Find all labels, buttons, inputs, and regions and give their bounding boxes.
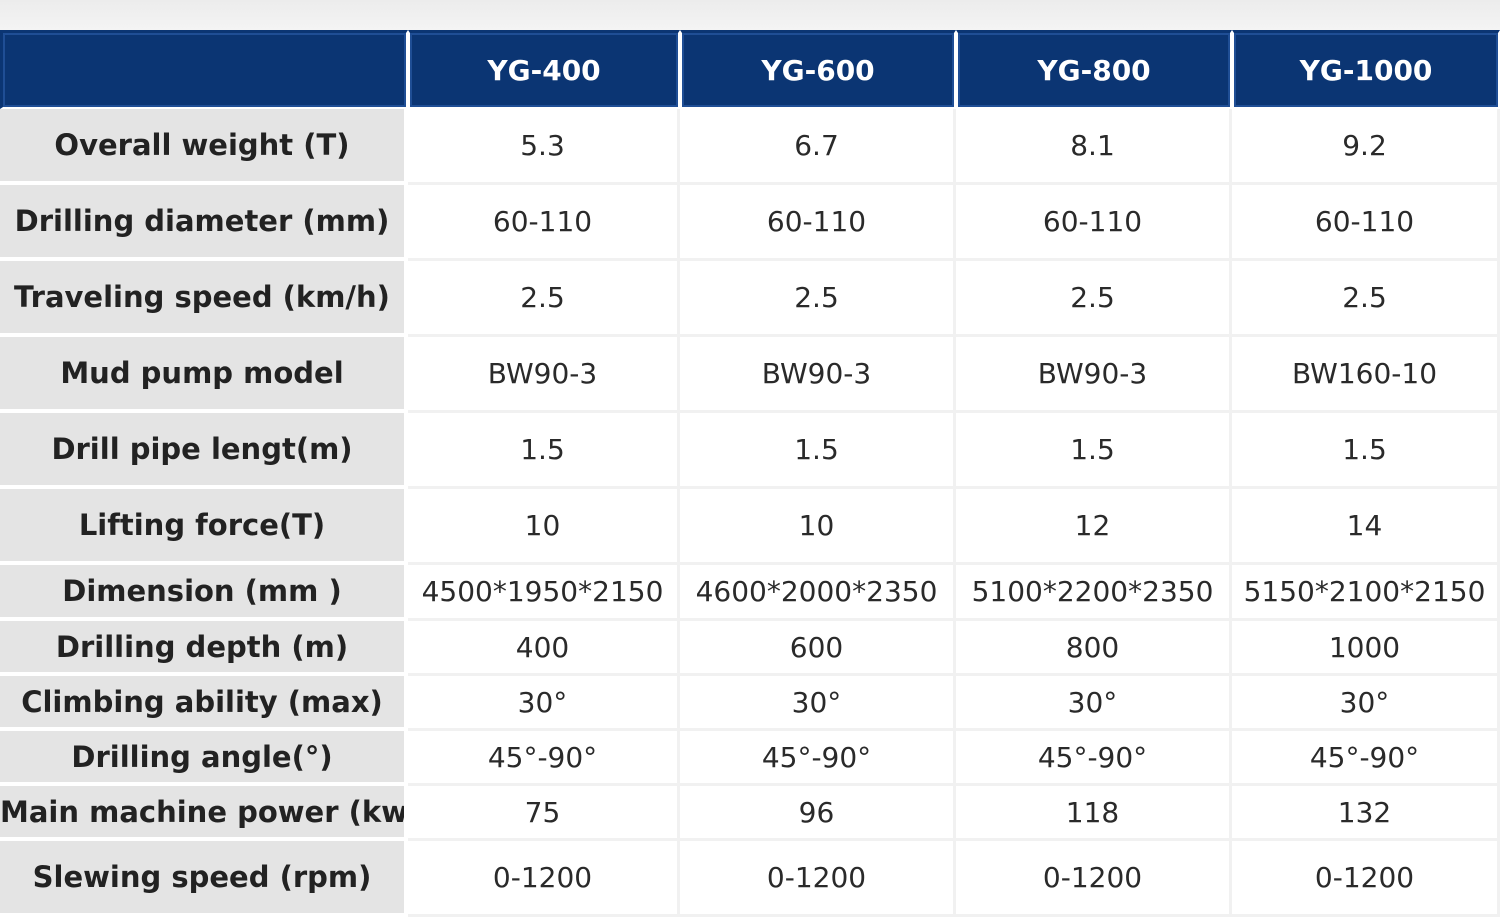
table-row: Drilling angle(°) 45°-90° 45°-90° 45°-90… xyxy=(0,731,1500,786)
table-cell: 5.3 xyxy=(408,109,680,185)
table-cell: 30° xyxy=(1232,676,1500,731)
table-cell: 45°-90° xyxy=(1232,731,1500,786)
table-cell: 75 xyxy=(408,786,680,841)
table-cell: 2.5 xyxy=(680,261,956,337)
table-cell: 2.5 xyxy=(956,261,1232,337)
table-cell: BW90-3 xyxy=(680,337,956,413)
table-cell: 45°-90° xyxy=(680,731,956,786)
table-cell: 45°-90° xyxy=(956,731,1232,786)
table-cell: 1000 xyxy=(1232,621,1500,676)
table-cell: 9.2 xyxy=(1232,109,1500,185)
table-cell: 5150*2100*2150 xyxy=(1232,565,1500,621)
table-cell: 10 xyxy=(680,489,956,565)
header-row: YG-400 YG-600 YG-800 YG-1000 xyxy=(0,30,1500,109)
table-row: Lifting force(T) 10 10 12 14 xyxy=(0,489,1500,565)
table-cell: 4500*1950*2150 xyxy=(408,565,680,621)
table-cell: 0-1200 xyxy=(956,841,1232,917)
table-cell: 400 xyxy=(408,621,680,676)
top-strip xyxy=(0,0,1500,30)
row-label: Main machine power (kw) xyxy=(0,786,408,841)
table-row: Climbing ability (max) 30° 30° 30° 30° xyxy=(0,676,1500,731)
row-label: Overall weight (T) xyxy=(0,109,408,185)
table-cell: 96 xyxy=(680,786,956,841)
table-row: Drill pipe lengt(m) 1.5 1.5 1.5 1.5 xyxy=(0,413,1500,489)
model-header-yg-800: YG-800 xyxy=(956,30,1232,109)
table-row: Dimension (mm ) 4500*1950*2150 4600*2000… xyxy=(0,565,1500,621)
table-row: Slewing speed (rpm) 0-1200 0-1200 0-1200… xyxy=(0,841,1500,917)
table-cell: 8.1 xyxy=(956,109,1232,185)
row-label: Drill pipe lengt(m) xyxy=(0,413,408,489)
table-cell: 30° xyxy=(680,676,956,731)
table-cell: 5100*2200*2350 xyxy=(956,565,1232,621)
table-cell: 60-110 xyxy=(680,185,956,261)
spec-table: YG-400 YG-600 YG-800 YG-1000 Overall wei… xyxy=(0,30,1500,917)
table-cell: 14 xyxy=(1232,489,1500,565)
table-row: Overall weight (T) 5.3 6.7 8.1 9.2 xyxy=(0,109,1500,185)
table-cell: 0-1200 xyxy=(1232,841,1500,917)
table-row: Mud pump model BW90-3 BW90-3 BW90-3 BW16… xyxy=(0,337,1500,413)
table-cell: 0-1200 xyxy=(408,841,680,917)
table-cell: BW160-10 xyxy=(1232,337,1500,413)
table-cell: 6.7 xyxy=(680,109,956,185)
row-label: Traveling speed (km/h) xyxy=(0,261,408,337)
table-cell: BW90-3 xyxy=(408,337,680,413)
row-label: Drilling diameter (mm) xyxy=(0,185,408,261)
corner-cell xyxy=(0,30,408,109)
table-cell: 1.5 xyxy=(1232,413,1500,489)
table-cell: 30° xyxy=(956,676,1232,731)
table-cell: 118 xyxy=(956,786,1232,841)
model-header-yg-600: YG-600 xyxy=(680,30,956,109)
row-label: Slewing speed (rpm) xyxy=(0,841,408,917)
table-cell: 30° xyxy=(408,676,680,731)
table-cell: 10 xyxy=(408,489,680,565)
model-header-yg-400: YG-400 xyxy=(408,30,680,109)
table-row: Drilling diameter (mm) 60-110 60-110 60-… xyxy=(0,185,1500,261)
table-cell: 2.5 xyxy=(1232,261,1500,337)
model-header-yg-1000: YG-1000 xyxy=(1232,30,1500,109)
table-cell: 600 xyxy=(680,621,956,676)
table-row: Traveling speed (km/h) 2.5 2.5 2.5 2.5 xyxy=(0,261,1500,337)
table-cell: BW90-3 xyxy=(956,337,1232,413)
table-cell: 1.5 xyxy=(408,413,680,489)
row-label: Dimension (mm ) xyxy=(0,565,408,621)
row-label: Lifting force(T) xyxy=(0,489,408,565)
table-cell: 60-110 xyxy=(408,185,680,261)
table-cell: 0-1200 xyxy=(680,841,956,917)
table-row: Drilling depth (m) 400 600 800 1000 xyxy=(0,621,1500,676)
table-cell: 60-110 xyxy=(956,185,1232,261)
table-cell: 132 xyxy=(1232,786,1500,841)
table-cell: 60-110 xyxy=(1232,185,1500,261)
table-cell: 4600*2000*2350 xyxy=(680,565,956,621)
table-cell: 1.5 xyxy=(956,413,1232,489)
table-cell: 1.5 xyxy=(680,413,956,489)
spec-table-container: YG-400 YG-600 YG-800 YG-1000 Overall wei… xyxy=(0,30,1500,917)
row-label: Drilling angle(°) xyxy=(0,731,408,786)
table-cell: 45°-90° xyxy=(408,731,680,786)
table-row: Main machine power (kw) 75 96 118 132 xyxy=(0,786,1500,841)
row-label: Drilling depth (m) xyxy=(0,621,408,676)
table-cell: 800 xyxy=(956,621,1232,676)
table-cell: 12 xyxy=(956,489,1232,565)
row-label: Climbing ability (max) xyxy=(0,676,408,731)
table-cell: 2.5 xyxy=(408,261,680,337)
row-label: Mud pump model xyxy=(0,337,408,413)
